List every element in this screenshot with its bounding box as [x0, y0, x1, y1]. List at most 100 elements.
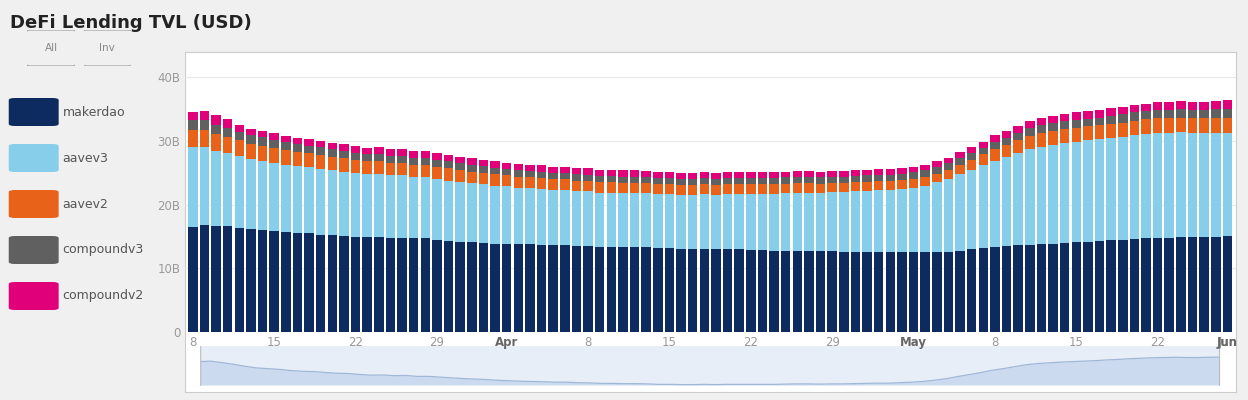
Bar — [397, 163, 407, 176]
Text: makerdao: makerdao — [62, 106, 125, 118]
Bar — [630, 183, 639, 193]
Bar — [467, 158, 477, 165]
Bar — [1083, 126, 1093, 140]
Bar — [525, 177, 534, 188]
Bar — [525, 165, 534, 171]
Bar — [909, 166, 919, 172]
Bar — [967, 153, 976, 160]
Bar — [897, 180, 907, 189]
Bar — [804, 177, 814, 183]
Bar — [781, 250, 790, 332]
Bar — [746, 172, 755, 178]
Bar — [537, 178, 547, 189]
Bar — [700, 178, 709, 184]
Bar — [351, 173, 361, 236]
Bar — [1141, 238, 1151, 332]
Bar — [758, 194, 768, 250]
Bar — [676, 185, 686, 194]
Bar — [1083, 140, 1093, 242]
Bar — [943, 179, 953, 252]
Bar — [1048, 123, 1058, 131]
Bar — [1107, 240, 1116, 332]
Bar — [444, 180, 453, 241]
Bar — [618, 247, 628, 332]
Bar — [211, 134, 221, 151]
Bar — [1199, 133, 1209, 236]
Bar — [1083, 111, 1093, 119]
Bar — [386, 176, 396, 238]
Bar — [839, 252, 849, 332]
Bar — [874, 181, 884, 190]
Bar — [572, 180, 582, 191]
Bar — [432, 160, 442, 166]
Bar — [351, 146, 361, 152]
Bar — [1188, 133, 1197, 237]
Bar — [1141, 104, 1151, 111]
Bar — [281, 232, 291, 332]
Bar — [537, 165, 547, 172]
Bar — [397, 238, 407, 332]
Bar — [595, 193, 604, 247]
Bar — [188, 130, 197, 148]
Bar — [932, 174, 941, 182]
Bar — [711, 179, 720, 185]
Bar — [816, 177, 825, 184]
Bar — [1060, 121, 1070, 129]
Bar — [1118, 137, 1127, 240]
Bar — [362, 174, 372, 237]
Bar — [607, 247, 617, 332]
Bar — [246, 159, 256, 229]
Bar — [978, 165, 988, 248]
Bar — [665, 248, 674, 332]
Bar — [560, 166, 569, 173]
Bar — [281, 136, 291, 142]
Text: compoundv3: compoundv3 — [62, 244, 144, 256]
Bar — [688, 249, 698, 332]
Bar — [421, 158, 431, 165]
Bar — [618, 170, 628, 177]
Bar — [235, 228, 245, 332]
Bar — [676, 179, 686, 185]
Bar — [1002, 157, 1011, 246]
Bar — [572, 191, 582, 246]
Bar — [421, 165, 431, 177]
Bar — [1188, 102, 1197, 110]
Bar — [839, 183, 849, 192]
Bar — [932, 252, 941, 332]
Bar — [1141, 111, 1151, 120]
Bar — [932, 162, 941, 167]
Bar — [618, 183, 628, 193]
Bar — [816, 193, 825, 251]
Bar — [479, 184, 488, 243]
Bar — [456, 182, 466, 242]
Bar — [409, 165, 418, 177]
Bar — [490, 244, 500, 332]
Bar — [1037, 125, 1046, 133]
Bar — [1037, 118, 1046, 125]
Bar — [734, 194, 744, 249]
Bar — [1223, 109, 1232, 118]
Bar — [293, 233, 302, 332]
Bar — [688, 185, 698, 194]
Bar — [862, 182, 872, 191]
Bar — [827, 251, 837, 332]
Bar — [1083, 242, 1093, 332]
Bar — [758, 178, 768, 184]
Bar — [827, 177, 837, 183]
Bar — [641, 247, 651, 332]
Bar — [1129, 105, 1139, 112]
Bar — [583, 181, 593, 191]
Bar — [560, 173, 569, 179]
Bar — [583, 246, 593, 332]
FancyBboxPatch shape — [191, 345, 201, 387]
Bar — [1164, 102, 1174, 110]
Bar — [758, 250, 768, 332]
Bar — [188, 227, 197, 332]
Bar — [851, 170, 860, 176]
Bar — [305, 233, 313, 332]
Bar — [897, 168, 907, 174]
Bar — [305, 167, 313, 233]
Bar — [769, 184, 779, 194]
Bar — [1002, 246, 1011, 332]
Bar — [920, 186, 930, 252]
